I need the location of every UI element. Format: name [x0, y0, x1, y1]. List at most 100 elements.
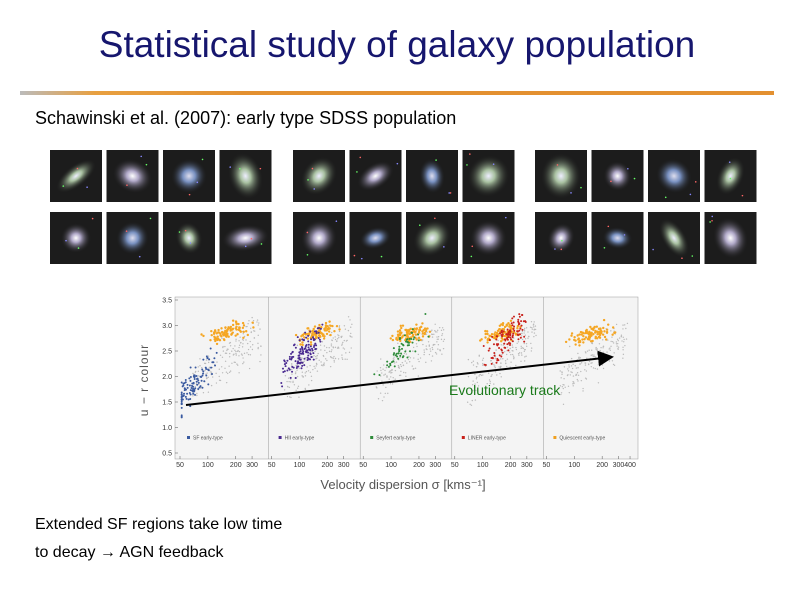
point — [417, 358, 419, 361]
point — [507, 331, 510, 334]
point — [313, 354, 315, 357]
point — [506, 328, 509, 331]
point — [417, 353, 420, 356]
point — [180, 416, 183, 419]
point — [312, 358, 315, 361]
point — [333, 359, 335, 362]
point — [576, 334, 579, 337]
star — [580, 186, 582, 189]
point — [410, 331, 413, 334]
point — [342, 341, 344, 344]
point — [306, 332, 310, 336]
point — [193, 378, 196, 381]
point — [597, 352, 599, 354]
point — [578, 357, 580, 360]
point — [406, 340, 409, 343]
point — [299, 361, 302, 364]
legend-swatch — [278, 436, 282, 439]
point — [253, 330, 256, 332]
point — [438, 326, 441, 329]
point — [400, 342, 403, 345]
point — [297, 365, 300, 368]
y-tick-label: 0.5 — [162, 451, 172, 458]
point — [194, 385, 196, 388]
point — [487, 372, 490, 374]
point — [314, 333, 318, 337]
point — [196, 377, 199, 380]
point — [343, 348, 346, 350]
point — [225, 352, 228, 355]
point — [307, 343, 310, 346]
point — [431, 348, 434, 351]
star — [239, 167, 241, 170]
point — [389, 364, 392, 367]
point — [495, 361, 498, 364]
star — [86, 186, 88, 189]
point — [296, 375, 299, 378]
point — [231, 362, 233, 364]
point — [606, 351, 608, 353]
point — [189, 366, 192, 369]
point — [523, 335, 526, 338]
point — [519, 327, 522, 330]
point — [598, 343, 601, 345]
point — [506, 365, 508, 368]
point — [305, 336, 308, 339]
point — [291, 368, 293, 371]
point — [329, 324, 332, 327]
point — [345, 352, 347, 354]
point — [588, 337, 591, 340]
point — [400, 365, 403, 368]
star — [126, 184, 128, 186]
point — [207, 391, 210, 393]
point — [518, 354, 520, 356]
point — [373, 373, 376, 376]
point — [288, 357, 291, 360]
point — [568, 364, 570, 366]
point — [199, 358, 201, 360]
point — [503, 334, 507, 338]
point — [568, 338, 571, 341]
point — [617, 346, 620, 348]
point — [216, 335, 219, 338]
point — [380, 369, 382, 372]
point — [500, 376, 502, 378]
point — [314, 342, 317, 345]
point — [241, 321, 245, 325]
point — [260, 354, 262, 356]
point — [308, 348, 311, 351]
point — [518, 352, 521, 354]
point — [498, 328, 501, 331]
point — [312, 352, 315, 355]
star — [260, 243, 263, 245]
point — [324, 349, 326, 352]
point — [338, 336, 340, 339]
star — [627, 167, 629, 170]
point — [180, 398, 183, 401]
point — [397, 342, 399, 345]
star — [470, 255, 473, 258]
point — [388, 378, 390, 380]
legend-label: HII early-type — [285, 436, 315, 442]
galaxy — [300, 156, 338, 196]
point — [341, 357, 343, 359]
point — [402, 364, 405, 367]
point — [215, 382, 218, 384]
point — [395, 352, 398, 355]
point — [382, 368, 384, 370]
point — [216, 361, 218, 363]
point — [289, 396, 291, 398]
point — [593, 354, 595, 356]
point — [381, 372, 383, 374]
star — [728, 161, 731, 164]
point — [415, 338, 418, 341]
point — [491, 335, 494, 338]
point — [218, 375, 220, 378]
point — [377, 398, 380, 400]
point — [597, 327, 601, 331]
point — [251, 321, 254, 324]
point — [442, 347, 445, 350]
point — [391, 338, 395, 342]
point — [423, 331, 427, 335]
point — [280, 381, 283, 384]
